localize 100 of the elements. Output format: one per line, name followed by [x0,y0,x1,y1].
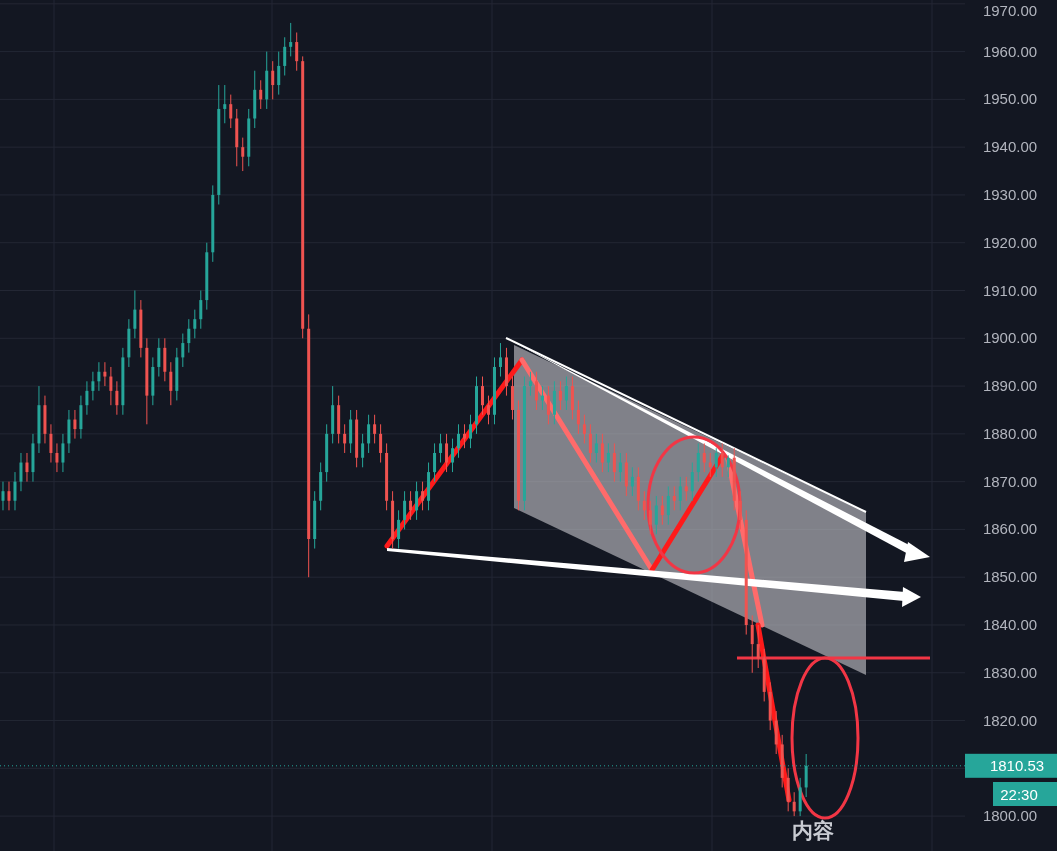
candlestick [169,361,173,406]
candlestick [714,447,718,478]
candlestick [409,490,413,521]
candlestick [546,385,550,425]
candlestick [618,452,622,483]
candlestick [133,290,137,339]
y-tick-label: 1820.00 [982,711,1038,729]
y-tick-label: 1900.00 [982,329,1038,347]
candlestick [642,490,646,521]
candlestick [271,60,275,100]
candlestick [277,51,281,96]
annotation: 内容 [792,819,834,842]
candlestick [481,376,484,416]
candlestick [630,466,634,497]
candlestick [415,481,419,521]
candlestick [115,380,119,416]
candlestick [241,137,245,172]
candlestick [636,466,640,511]
candlestick [612,442,616,483]
candlestick [660,495,664,526]
y-tick-label: 1840.00 [982,615,1038,633]
candlestick [720,442,724,478]
candlestick [187,318,191,354]
candlestick [690,462,694,502]
candlestick [528,371,532,397]
candlestick [97,361,101,392]
y-tick-label: 1880.00 [982,424,1038,442]
y-tick-label: 1950.00 [982,90,1038,108]
candlestick [738,490,742,530]
candlestick [49,423,53,464]
y-tick-label: 1850.00 [982,568,1038,586]
candlestick [163,337,167,382]
candlestick [469,414,473,449]
candlestick [61,433,65,473]
candlestick [295,31,299,72]
candlestick [349,409,353,454]
candlestick [367,414,371,454]
candlestick [750,614,754,674]
candlestick [588,423,592,464]
y-tick-label: 1970.00 [982,2,1038,19]
candlestick [672,485,676,511]
y-tick-label: 1940.00 [982,138,1038,156]
y-tick-label: 1910.00 [982,281,1038,299]
candlestick [648,500,652,535]
candlestick [67,409,71,454]
candlestick [510,376,514,421]
candlestick [259,79,263,110]
candlestick [199,290,203,330]
candlestick [157,337,161,378]
candlestick [702,442,706,473]
candlestick [654,495,658,535]
candlestick [7,481,11,511]
candlestick [726,454,730,478]
text: 22:30 [1000,786,1038,803]
candlestick [564,376,568,411]
y-tick-label: 1860.00 [982,520,1038,538]
candlestick [498,342,502,378]
candlestick [463,423,467,449]
candlestick [576,399,580,435]
candlestick [1,481,5,511]
y-tick-label: 1800.00 [982,807,1038,825]
y-tick-label: 1890.00 [982,377,1038,395]
candlestick [582,414,586,444]
candlestick [445,433,449,473]
candlestick [451,438,455,473]
candlestick [756,624,760,669]
candlestick [91,371,95,401]
y-tick-label: 1870.00 [982,472,1038,490]
candlestick [379,423,383,464]
candlestick [624,452,628,497]
candlestick [25,452,29,483]
candlestick [606,442,610,473]
y-tick-label: 1960.00 [982,42,1038,60]
candlestick [55,442,59,473]
candlestick [678,476,682,511]
candlestick [85,380,89,416]
candlestick [223,84,227,124]
candlestick [798,777,802,817]
y-tick-label: 1830.00 [982,663,1038,681]
candlestick [457,423,461,459]
candlestick [283,36,287,76]
candlestick [13,471,17,511]
y-tick-label: 1920.00 [982,233,1038,251]
candlestick [433,442,437,483]
candlestick [600,433,604,473]
candlestick [19,452,23,492]
candlestick [684,476,688,502]
candlestick [103,361,107,387]
y-tick-label: 1930.00 [982,185,1038,203]
candlestick [486,395,490,425]
candlestick [696,442,700,483]
candlestick [373,414,377,444]
candlestick [774,710,778,755]
candlestick [79,395,83,440]
candlestick [73,409,77,440]
candlestick [181,333,185,368]
candlestick [343,423,347,454]
candlestick [594,433,598,464]
candlestick [109,366,113,406]
candlestick [534,371,538,411]
